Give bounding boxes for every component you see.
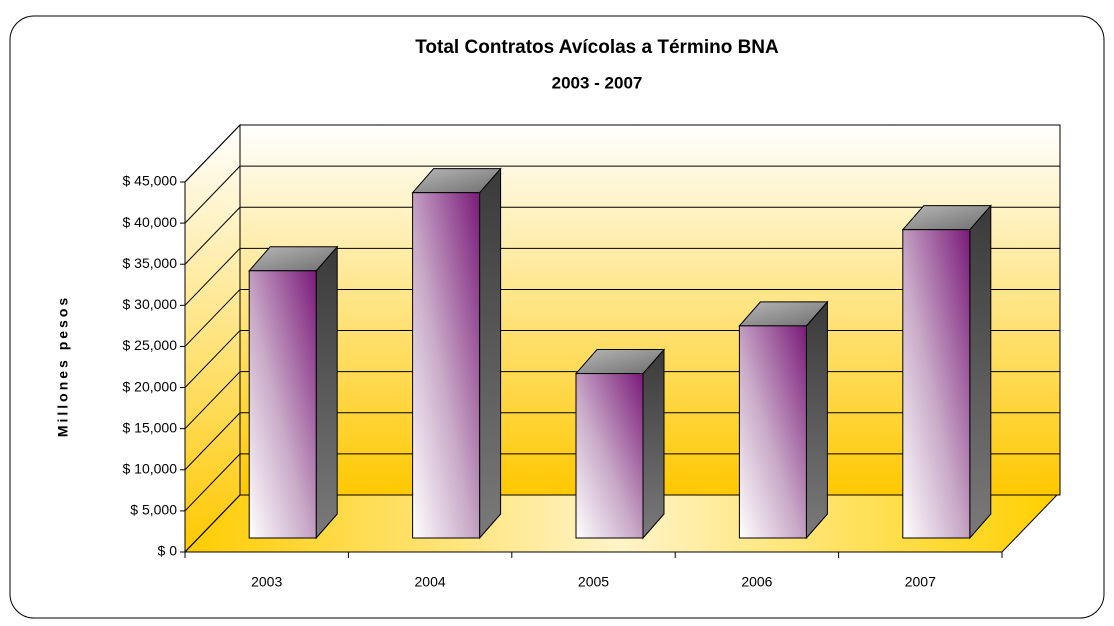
chart-title: Total Contratos Avícolas a Término BNA [415,37,779,58]
y-tick-label: $ 25,000 [123,337,178,353]
x-tick-label: 2007 [905,574,936,590]
y-tick-label: $ 30,000 [123,296,178,312]
bar [738,325,807,539]
bar [412,192,481,539]
grid-line [184,124,241,183]
bar-side [969,204,992,540]
y-tick-label: $ 40,000 [123,214,178,230]
bar [248,270,317,539]
x-tick-label: 2003 [251,574,282,590]
y-tick-label: $ 5,000 [130,502,177,518]
bar-side [805,300,828,540]
x-tick-label: 2005 [578,574,609,590]
grid-line [184,453,241,512]
bar-side [642,348,665,540]
grid-line [184,206,241,265]
grid-line [184,165,241,224]
y-tick-label: $ 15,000 [123,419,178,435]
y-tick-label: $ 20,000 [123,378,178,394]
y-tick-label: $ 45,000 [123,173,178,189]
y-tick-label: $ 35,000 [123,255,178,271]
grid-line [184,412,241,471]
grid-line [184,330,241,388]
x-tick-label: 2006 [741,574,772,590]
y-tick-label: $ 0 [158,543,178,559]
grid-line [184,247,241,306]
bar [902,229,971,539]
grid-line [184,289,241,347]
grid-line [184,371,241,430]
chart-subtitle: 2003 - 2007 [552,73,643,92]
y-tick-label: $ 10,000 [123,460,178,476]
y-axis-label: Millones pesos [55,295,71,437]
x-tick-label: 2004 [415,574,446,590]
bar-side [315,245,338,540]
grid-line [184,494,241,553]
bar [575,373,644,539]
bar-side [479,167,502,540]
